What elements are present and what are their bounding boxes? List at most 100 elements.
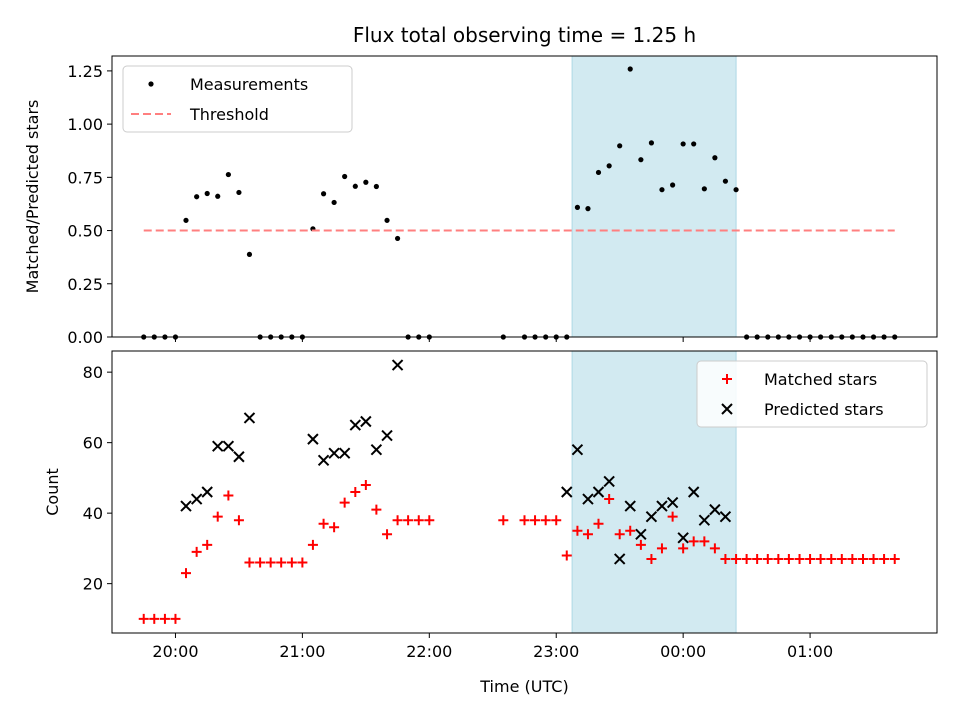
legend: Matched stars Predicted stars	[696, 360, 928, 428]
matched-stars-point	[530, 515, 541, 526]
measurements-point	[352, 183, 358, 189]
predicted-stars-point	[391, 359, 404, 371]
matched-stars-point	[540, 515, 551, 526]
predicted-stars-point	[190, 493, 203, 505]
matched-stars-point	[572, 525, 583, 536]
predicted-stars-point	[180, 500, 192, 512]
y-tick-label: 20	[83, 575, 103, 594]
predicted-stars-point	[561, 486, 573, 498]
matched-stars-point	[794, 553, 805, 564]
matched-stars-point	[307, 539, 318, 550]
matched-stars-point	[191, 546, 202, 557]
measurements-point	[670, 182, 676, 188]
predicted-stars-point	[222, 440, 235, 452]
matched-stars-point	[836, 553, 847, 564]
matched-stars-point	[339, 497, 350, 508]
x-tick-label: 22:00	[406, 642, 452, 661]
y-tick-label: 0.00	[67, 328, 103, 347]
predicted-stars-point	[571, 443, 584, 456]
predicted-stars-point	[381, 429, 393, 442]
predicted-stars-point	[317, 454, 330, 466]
top-panel: 0.00 0.25 0.50 0.75 1.00 1.25 Matched/Predicte…	[23, 55, 938, 347]
x-tick-label: 20:00	[152, 642, 198, 661]
measurements-point	[320, 191, 327, 197]
predicted-stars-point	[719, 510, 732, 523]
legend-label: Predicted stars	[764, 400, 884, 419]
measurements-point	[384, 217, 390, 223]
measurements-point	[363, 179, 369, 185]
measurements-point	[225, 171, 231, 178]
matched-stars-point	[138, 613, 149, 624]
y-tick-label: 1.00	[67, 115, 103, 134]
matched-stars-point	[382, 529, 393, 540]
measurements-point	[585, 206, 591, 212]
measurements-point	[733, 187, 739, 193]
matched-stars-point	[678, 543, 689, 554]
matched-stars-point	[783, 553, 794, 564]
matched-stars-point	[403, 515, 414, 526]
measurements-point	[183, 217, 189, 223]
matched-stars-point	[635, 539, 646, 550]
predicted-stars-point	[201, 486, 213, 498]
matched-stars-point	[318, 518, 329, 529]
x-tick-label: 23:00	[533, 642, 579, 661]
highlight-span	[571, 55, 737, 338]
matched-stars-point	[656, 543, 667, 554]
matched-stars-point	[582, 529, 593, 540]
y-axis-label: Count	[43, 468, 62, 516]
predicted-stars-point	[709, 503, 721, 516]
matched-stars-point	[561, 550, 572, 561]
matched-stars-point	[392, 515, 403, 526]
matched-stars-point	[688, 536, 699, 547]
matched-stars-point	[170, 613, 181, 624]
y-tick-label: 80	[83, 363, 103, 382]
predicted-stars-point	[233, 451, 245, 463]
matched-stars-point	[223, 490, 234, 501]
predicted-stars-point	[370, 443, 383, 456]
measurements-point	[331, 199, 337, 206]
predicted-stars-point	[677, 532, 689, 544]
measurements-point	[648, 140, 655, 146]
predicted-stars-point	[645, 510, 658, 523]
matched-stars-point	[805, 553, 816, 564]
matched-stars-point	[413, 515, 424, 526]
legend-label: Threshold	[189, 105, 269, 124]
predicted-stars-point	[338, 447, 351, 459]
legend-box	[696, 360, 928, 428]
measurements-point	[680, 141, 686, 147]
matched-stars-point	[709, 543, 720, 554]
matched-stars-point	[202, 539, 213, 550]
matched-stars-point	[699, 536, 710, 547]
matched-stars-point	[276, 557, 287, 568]
measurements-point	[659, 187, 665, 193]
predicted-stars-point	[603, 475, 615, 488]
measurements-point	[638, 157, 644, 163]
bottom-panel: 20 40 60 80 20:00 21:00 22:00 23:00 00:00 01:00 Co…	[43, 350, 938, 661]
measurements-point	[194, 194, 200, 200]
measurements-point	[691, 141, 697, 147]
matched-stars-point	[551, 515, 562, 526]
measurements-point	[606, 163, 612, 169]
matched-stars-point	[879, 553, 890, 564]
matched-stars-point	[329, 522, 340, 533]
predicted-stars-point	[592, 486, 605, 498]
matched-stars-point	[858, 553, 869, 564]
matched-stars-point	[212, 511, 223, 522]
predicted-stars-point	[582, 493, 594, 505]
matched-stars-point	[614, 529, 625, 540]
predicted-stars-point	[212, 440, 224, 452]
y-tick-label: 40	[83, 504, 103, 523]
measurements-point	[204, 190, 210, 197]
matched-stars-point	[720, 553, 731, 564]
x-tick-label: 00:00	[660, 642, 706, 661]
y-tick-label: 0.75	[67, 168, 103, 187]
matched-stars-point	[889, 553, 900, 564]
matched-stars-point	[360, 479, 371, 490]
predicted-stars-point	[624, 500, 636, 512]
measurements-point	[394, 235, 401, 242]
matched-stars-point	[371, 504, 382, 515]
predicted-stars-point	[243, 412, 256, 424]
matched-stars-point	[265, 557, 276, 568]
matched-stars-point	[350, 487, 361, 497]
matched-stars-point	[815, 553, 826, 564]
